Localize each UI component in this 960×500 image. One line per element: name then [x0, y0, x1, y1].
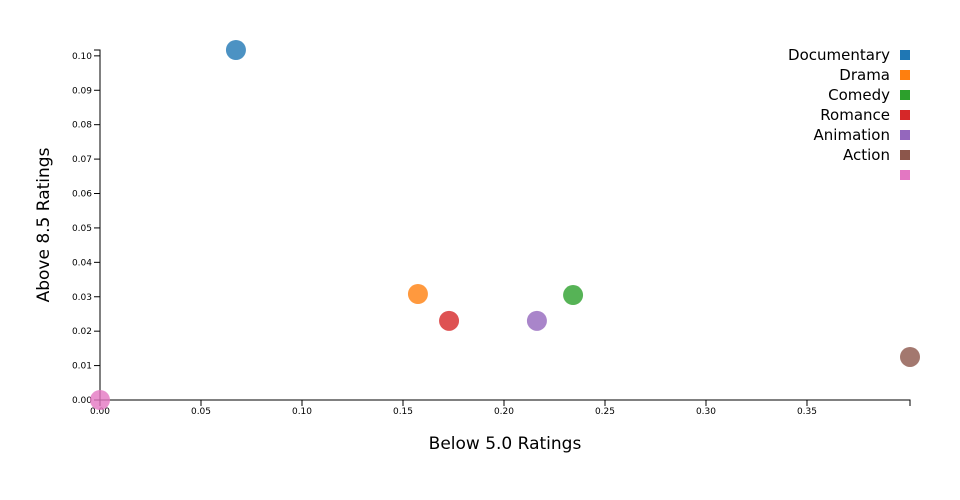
point	[225, 40, 246, 60]
y-tick-label: 0.05	[72, 224, 92, 234]
y-tick-label: 0.10	[72, 52, 92, 62]
y-tick-label: 0.00	[72, 396, 92, 406]
point	[439, 310, 460, 331]
point	[900, 346, 920, 367]
y-tick-label: 0.07	[72, 155, 92, 165]
x-tick-label: 0.05	[191, 407, 211, 417]
x-tick-label: 0.00	[90, 407, 110, 417]
y-tick-label: 0.01	[72, 362, 92, 372]
legend-label: Romance	[820, 106, 890, 124]
x-tick-label: 0.10	[292, 407, 312, 417]
legend-label: Comedy	[828, 86, 890, 104]
point	[90, 390, 110, 410]
x-tick-label: 0.30	[696, 407, 716, 417]
point	[526, 310, 547, 331]
x-tick-label: 0.25	[595, 407, 615, 417]
legend-swatch	[900, 110, 910, 120]
y-tick-label: 0.02	[72, 327, 92, 337]
legend-swatch	[900, 90, 910, 100]
legend-swatch	[900, 130, 910, 140]
y-tick-label: 0.06	[72, 190, 92, 200]
y-tick-label: 0.03	[72, 293, 92, 303]
x-tick-label: 0.35	[797, 407, 817, 417]
x-tick-label: 0.15	[393, 407, 413, 417]
point	[563, 285, 584, 306]
x-axis-title: Below 5.0 Ratings	[429, 434, 582, 454]
y-tick-label: 0.08	[72, 121, 92, 131]
x-axis-line	[99, 399, 911, 406]
legend-swatch	[900, 170, 910, 180]
point	[407, 284, 428, 305]
legend-label: Documentary	[788, 46, 890, 64]
legend-swatch	[900, 150, 910, 160]
y-axis-line	[94, 49, 101, 401]
y-tick-label: 0.09	[72, 86, 92, 96]
legend-label: Action	[843, 146, 890, 164]
legend-swatch	[900, 50, 910, 60]
y-tick-label: 0.04	[72, 258, 92, 268]
legend-label: Drama	[839, 66, 890, 84]
legend-swatch	[900, 70, 910, 80]
legend-label: Animation	[814, 126, 890, 144]
y-axis-title: Above 8.5 Ratings	[34, 147, 54, 302]
x-tick-label: 0.20	[494, 407, 514, 417]
